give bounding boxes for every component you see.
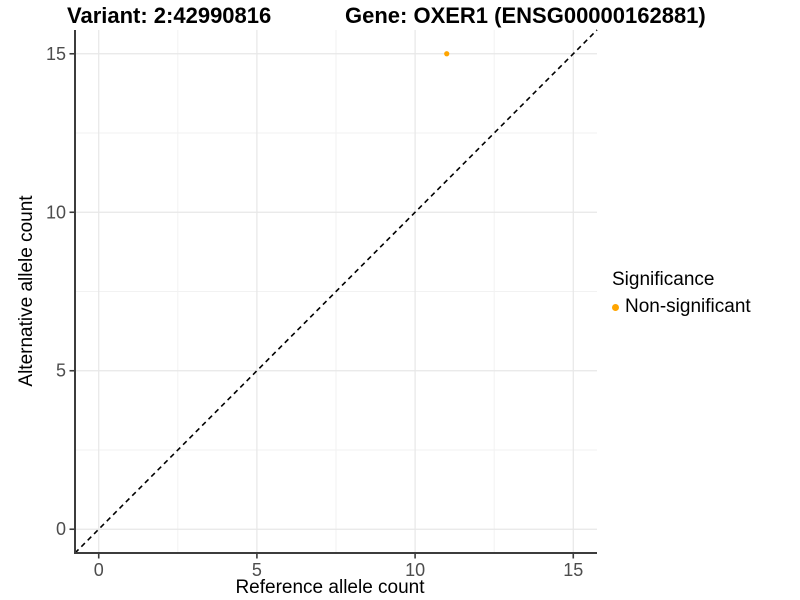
y-tick-label: 10 [46, 202, 66, 222]
x-tick-label: 5 [252, 560, 262, 580]
x-tick-label: 0 [94, 560, 104, 580]
gene-title: Gene: OXER1 (ENSG00000162881) [345, 3, 706, 28]
legend: Significance Non-significant [612, 269, 751, 318]
x-tick-label: 15 [563, 560, 583, 580]
legend-title: Significance [612, 269, 715, 290]
x-axis-title: Reference allele count [235, 577, 425, 598]
y-tick-label: 0 [56, 519, 66, 539]
x-tick-label: 10 [405, 560, 425, 580]
data-point [444, 51, 450, 57]
legend-item: Non-significant [612, 296, 751, 318]
y-tick-label: 5 [56, 361, 66, 381]
variant-title: Variant: 2:42990816 [67, 3, 272, 28]
y-axis-title: Alternative allele count [16, 195, 37, 387]
legend-item-label: Non-significant [625, 296, 751, 317]
point-swatch-icon [612, 303, 619, 311]
y-tick-label: 15 [46, 44, 66, 64]
identity-line [74, 29, 598, 554]
